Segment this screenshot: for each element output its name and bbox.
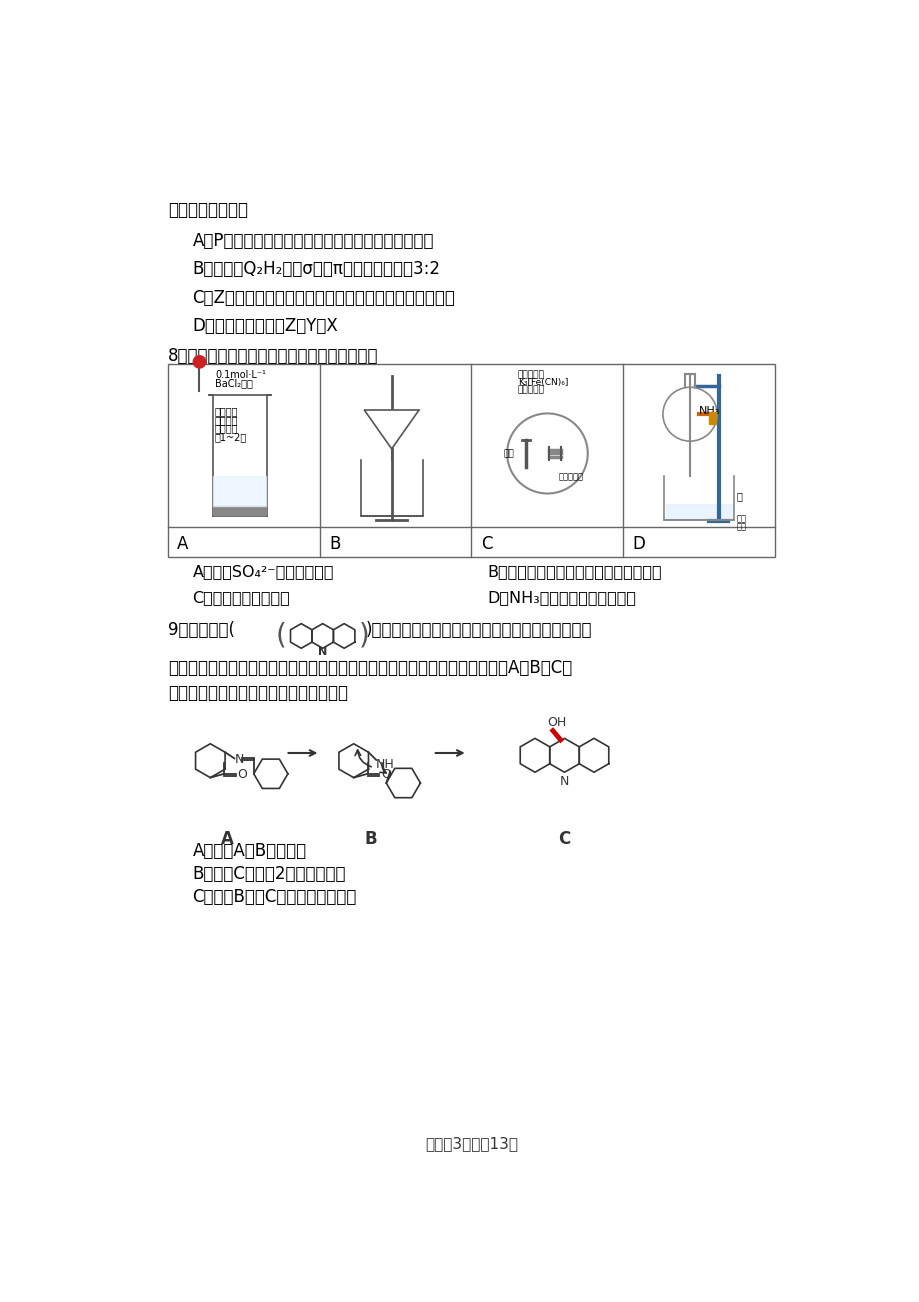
- Text: A．物质A是B的同系物: A．物质A是B的同系物: [192, 841, 306, 859]
- Text: OH: OH: [547, 716, 566, 729]
- Text: 沿烧杯壁: 沿烧杯壁: [215, 406, 238, 417]
- Text: N: N: [235, 754, 244, 767]
- Text: BaCl₂溶液: BaCl₂溶液: [215, 378, 253, 388]
- Text: 下列说法正确的是: 下列说法正确的是: [167, 201, 247, 219]
- Polygon shape: [709, 411, 715, 424]
- Circle shape: [193, 355, 206, 368]
- Text: 试卷第3页，共13页: 试卷第3页，共13页: [425, 1135, 517, 1151]
- Text: (: (: [276, 622, 286, 650]
- Text: 括抗癌、抗病毒、抗菌等。兰州大学曾会应课题组研究其合成时，发现其包含A、B、C物: 括抗癌、抗病毒、抗菌等。兰州大学曾会应课题组研究其合成时，发现其包含A、B、C物: [167, 659, 572, 677]
- Text: 质的转化关系如下图，下列说法正确的是: 质的转化关系如下图，下列说法正确的是: [167, 684, 347, 702]
- Text: 水: 水: [736, 491, 742, 501]
- Text: C．犊牾阳极法保护铁: C．犊牾阳极法保护铁: [192, 591, 289, 605]
- Text: C．Z最高价氧化物对应的水化物可与氨水发生复分解反应: C．Z最高价氧化物对应的水化物可与氨水发生复分解反应: [192, 289, 455, 307]
- Text: NH₃: NH₃: [698, 406, 720, 417]
- Text: C: C: [481, 535, 492, 553]
- Text: O: O: [380, 768, 391, 781]
- Text: B: B: [329, 535, 340, 553]
- Text: A．P元素形成的单质在常温下为固态，属于分子晶体: A．P元素形成的单质在常温下为固态，属于分子晶体: [192, 232, 434, 250]
- Polygon shape: [665, 504, 732, 519]
- Text: D．简单离子半径：Z＞Y＞X: D．简单离子半径：Z＞Y＞X: [192, 318, 338, 335]
- Text: B．提纯含有少量氯化钓和泥沙的苯甲酸: B．提纯含有少量氯化钓和泥沙的苯甲酸: [486, 564, 661, 579]
- Text: B．化合物Q₂H₂中，σ键与π键的数目之比为3:2: B．化合物Q₂H₂中，σ键与π键的数目之比为3:2: [192, 260, 440, 279]
- Polygon shape: [364, 410, 418, 449]
- Text: 鐵钉: 鐵钉: [503, 449, 514, 458]
- Text: A．检验SO₄²⁻是否沉淠完全: A．检验SO₄²⁻是否沉淠完全: [192, 564, 334, 579]
- Text: 9．吶啊骨架(: 9．吶啊骨架(: [167, 621, 234, 638]
- Text: A: A: [176, 535, 188, 553]
- Text: D: D: [632, 535, 645, 553]
- Text: 0.1mol·L⁻¹: 0.1mol·L⁻¹: [215, 370, 266, 380]
- Text: C．物质B生成C的反应类型为消去: C．物质B生成C的反应类型为消去: [192, 888, 357, 906]
- Text: 8．下列实验装置或操作不能达到实验目的的是: 8．下列实验装置或操作不能达到实验目的的是: [167, 348, 378, 365]
- Text: 液继续滴: 液继续滴: [215, 423, 238, 434]
- Text: D．NH₃易溶于水且溶液呈碕性: D．NH₃易溶于水且溶液呈碕性: [486, 591, 635, 605]
- Text: K₃[Fe(CN)₆]: K₃[Fe(CN)₆]: [517, 378, 568, 387]
- Text: )在有机分子中普遍存在，表现出多种药理活性，包: )在有机分子中普遍存在，表现出多种药理活性，包: [366, 621, 592, 638]
- Text: A: A: [221, 829, 233, 848]
- Text: 溶液的胶图: 溶液的胶图: [517, 385, 544, 395]
- Text: 加1~2滴: 加1~2滴: [215, 432, 247, 441]
- Polygon shape: [213, 475, 266, 505]
- Text: C: C: [558, 829, 570, 848]
- Text: 稀盐: 稀盐: [736, 514, 745, 523]
- Text: O: O: [237, 768, 247, 781]
- Text: N: N: [318, 647, 327, 656]
- Text: 酸液: 酸液: [736, 522, 745, 531]
- Text: 满有酔酞和: 满有酔酞和: [517, 370, 544, 379]
- Text: ): ): [358, 622, 369, 650]
- Text: B．物质C中含有2个手性碳原子: B．物质C中含有2个手性碳原子: [192, 865, 346, 883]
- Text: B: B: [364, 829, 377, 848]
- Text: 包裹的锡片: 包裹的锡片: [559, 473, 584, 482]
- Text: 向上层清: 向上层清: [215, 415, 238, 424]
- Text: NH: NH: [376, 758, 394, 771]
- Polygon shape: [213, 505, 266, 516]
- Text: N: N: [559, 775, 569, 788]
- Bar: [167, 365, 775, 557]
